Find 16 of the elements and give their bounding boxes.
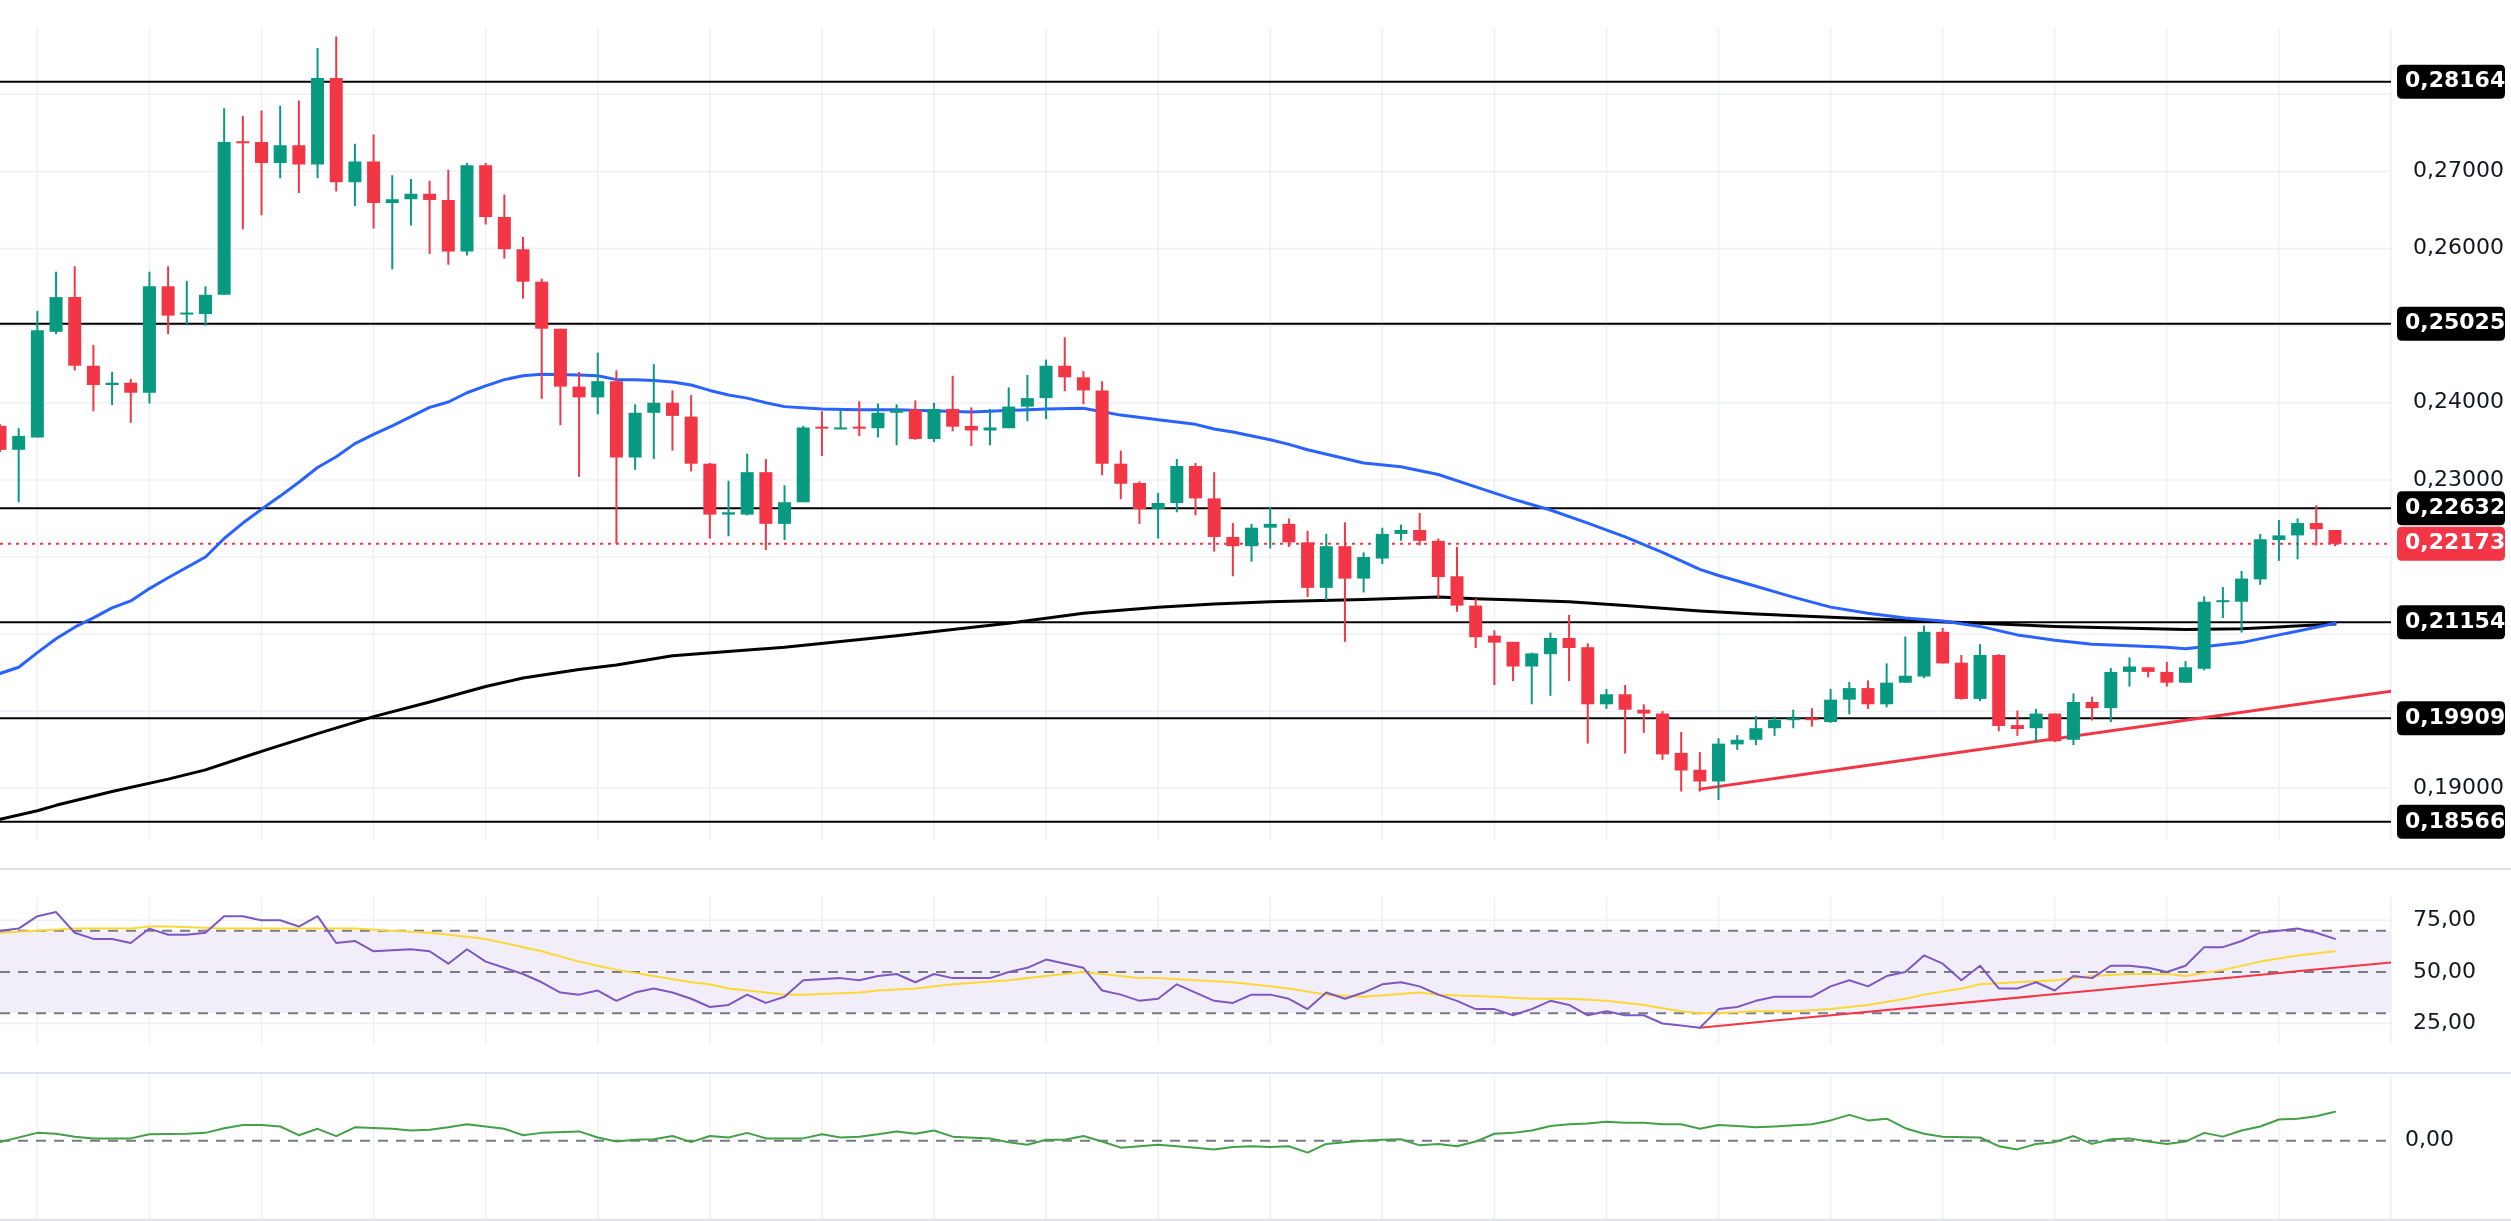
y-tick-label: 0,26000 (2413, 234, 2504, 260)
y-tick-label: 0,24000 (2413, 388, 2504, 414)
ref-line-label: 0,00 (2405, 1126, 2454, 1152)
ref-line-label: 0,19909 (2405, 703, 2506, 729)
ref-line-label: 0,22173 (2405, 529, 2506, 555)
y-tick-label: 25,00 (2413, 1009, 2476, 1035)
y-tick-label: 0,19000 (2413, 774, 2504, 800)
ref-line-label: 0,25025 (2405, 309, 2506, 335)
ref-line-label: 0,22632 (2405, 493, 2506, 519)
ref-line-label: 0,28164 (2405, 67, 2506, 93)
ref-line-label: 0,21154 (2405, 607, 2506, 633)
y-tick-label: 75,00 (2413, 906, 2476, 932)
ref-line-label: 0,18566 (2405, 807, 2506, 833)
y-tick-label: 0,27000 (2413, 157, 2504, 183)
y-tick-label: 0,23000 (2413, 465, 2504, 491)
y-tick-label: 50,00 (2413, 957, 2476, 983)
